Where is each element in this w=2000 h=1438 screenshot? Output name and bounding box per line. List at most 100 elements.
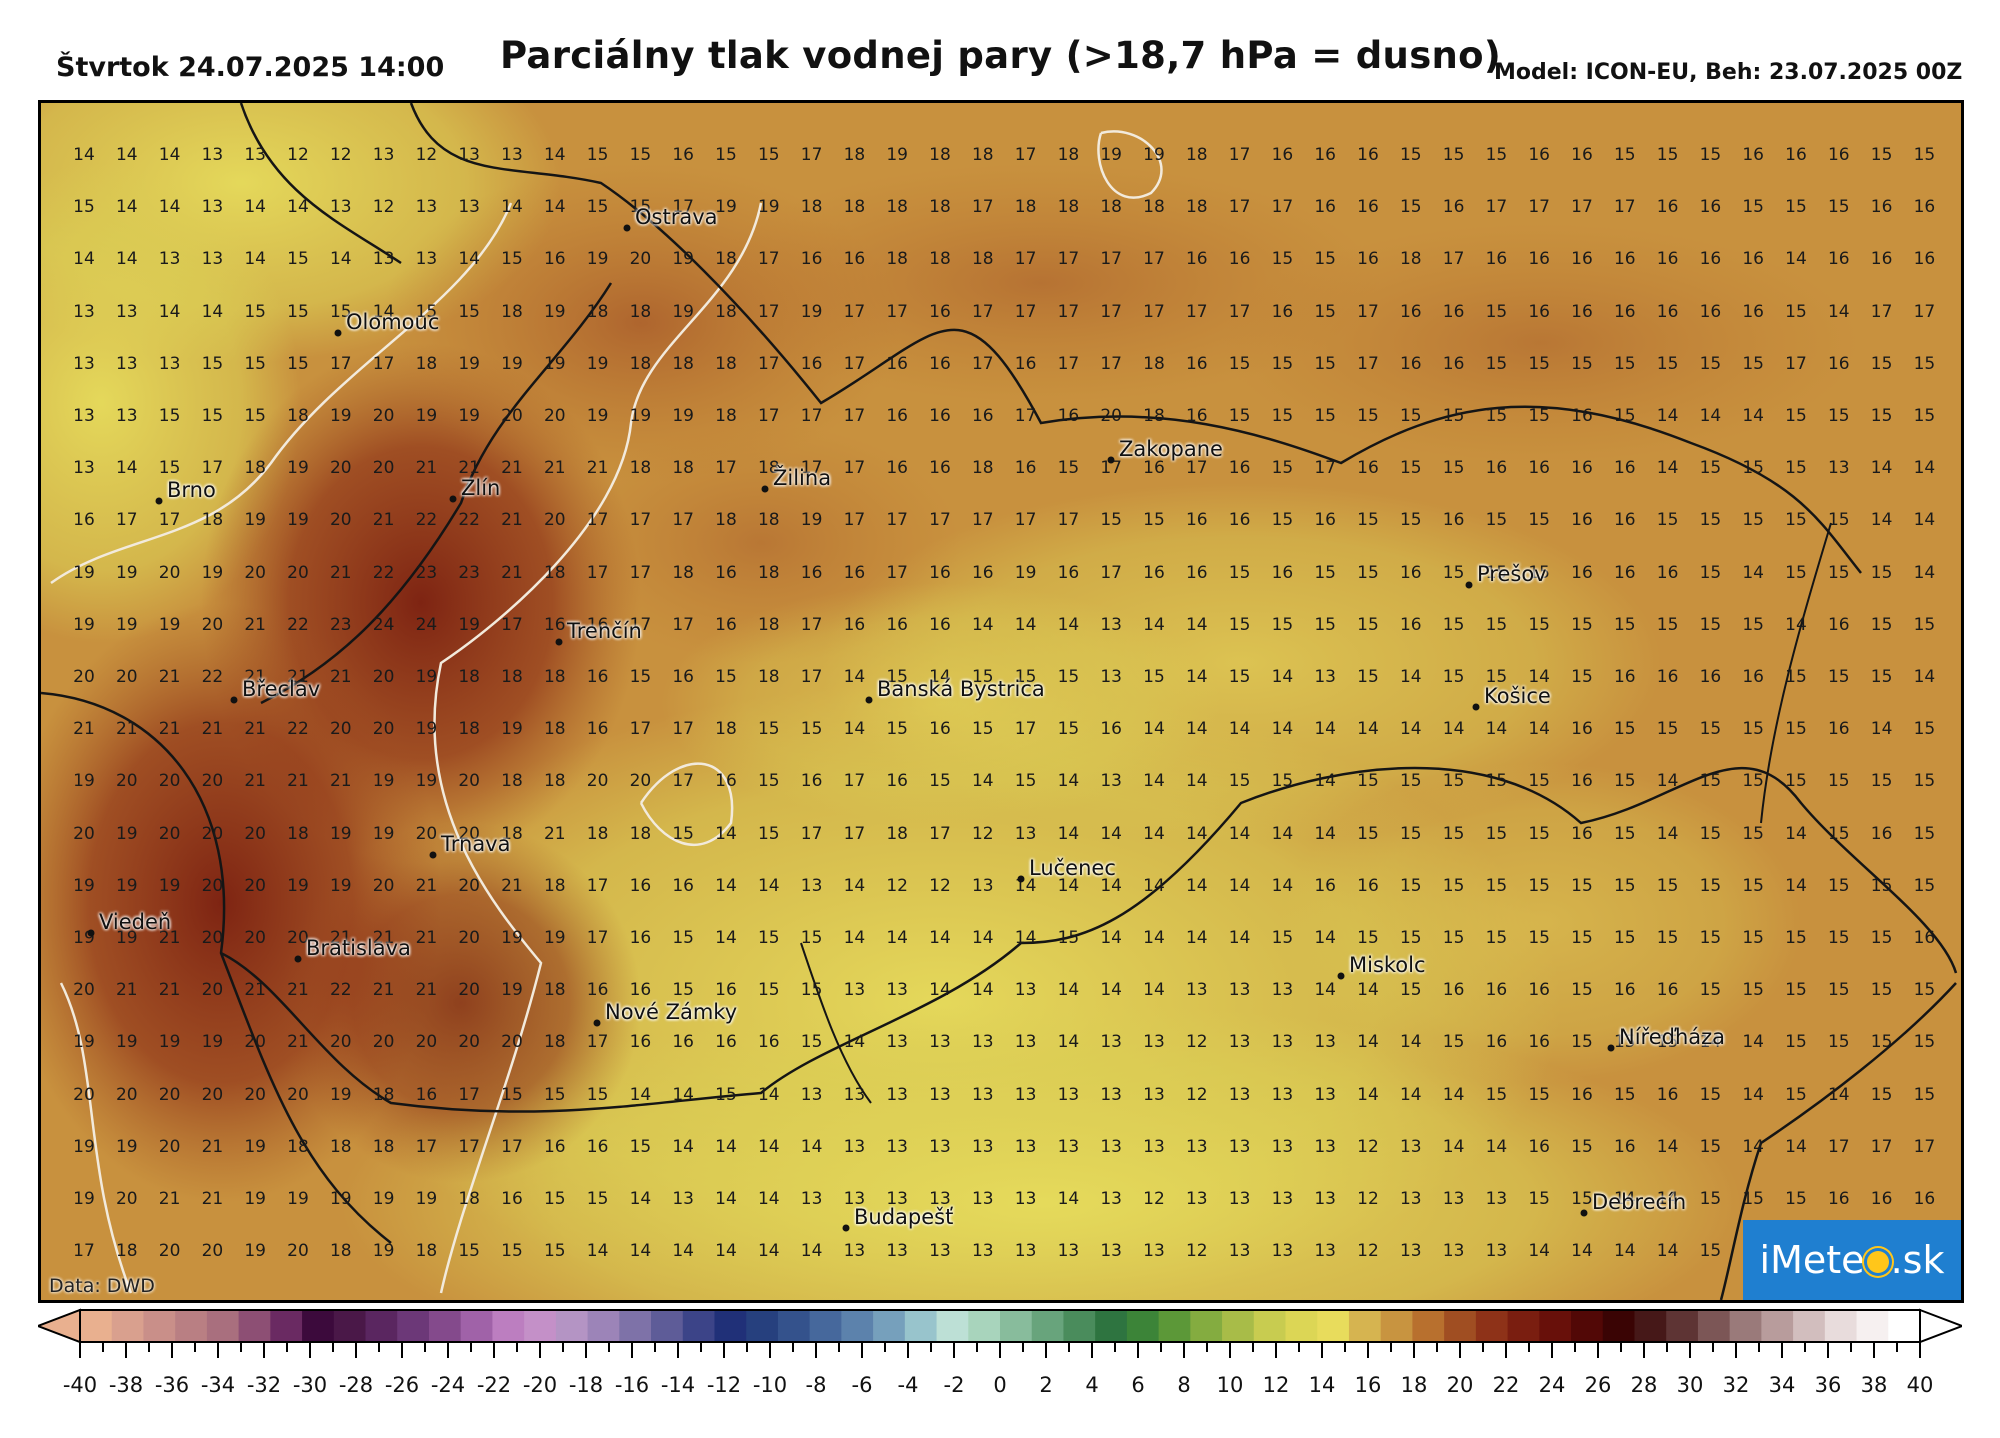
grid-value: 20 (244, 875, 267, 896)
grid-value: 12 (372, 197, 395, 218)
colorbar-segment (619, 1310, 652, 1342)
colorbar-segment (809, 1310, 842, 1342)
grid-value: 18 (886, 197, 909, 218)
colorbar-tick-label: 4 (1085, 1373, 1099, 1397)
weather-map[interactable]: 14 14 14 13 13 12 12 13 12 13 13 14 15 15 16 15 15 17 18 19… (38, 100, 1964, 1303)
grid-value: 20 (501, 406, 523, 426)
grid-value: 17 (1228, 301, 1251, 322)
grid-value: 14 (929, 667, 951, 687)
grid-value: 15 (1528, 614, 1551, 635)
colorbar-extend-low (38, 1308, 81, 1344)
grid-value: 20 (244, 562, 267, 583)
grid-value: 14 (1143, 875, 1165, 896)
city-label-zilina: Žilina (773, 466, 832, 490)
grid-value: 15 (1228, 667, 1251, 687)
grid-value: 20 (458, 875, 481, 896)
grid-value: 15 (1057, 719, 1080, 740)
grid-value: 19 (501, 353, 523, 374)
grid-value: 17 (73, 1241, 95, 1262)
grid-value: 15 (1442, 875, 1465, 896)
grid-value: 17 (1143, 249, 1165, 270)
grid-value: 15 (1442, 667, 1465, 687)
grid-value: 13 (1057, 1241, 1080, 1262)
grid-value: 15 (672, 928, 695, 948)
grid-value: 15 (1699, 1136, 1722, 1157)
grid-value: 15 (886, 719, 909, 740)
grid-value: 17 (1913, 301, 1936, 322)
grid-value: 21 (287, 667, 309, 687)
grid-value: 14 (158, 197, 181, 218)
grid-value: 16 (1399, 353, 1422, 374)
grid-value: 17 (1185, 301, 1208, 322)
grid-value: 22 (458, 510, 481, 531)
grid-value: 14 (158, 145, 181, 165)
grid-value: 18 (672, 562, 695, 583)
grid-value: 15 (1699, 928, 1722, 948)
grid-value: 14 (715, 1241, 737, 1262)
grid-value: 13 (971, 1189, 994, 1209)
grid-value: 16 (1742, 249, 1765, 270)
colorbar-segment (777, 1310, 811, 1342)
grid-value: 15 (1827, 1032, 1850, 1053)
grid-value: 16 (886, 353, 909, 374)
grid-value: 15 (586, 1189, 609, 1209)
grid-value: 21 (458, 458, 481, 479)
grid-value: 13 (1442, 1189, 1465, 1209)
city-label-miskolc: Miskolc (1349, 953, 1426, 977)
grid-value: 14 (672, 1084, 695, 1105)
grid-value: 19 (115, 1032, 138, 1053)
grid-value: 13 (929, 1136, 951, 1157)
grid-value: 15 (1742, 1189, 1765, 1209)
grid-value: 16 (1485, 980, 1508, 1001)
grid-value: 16 (1613, 1136, 1636, 1157)
grid-value: 18 (458, 719, 481, 740)
grid-value: 16 (971, 406, 994, 426)
imeteo-logo[interactable]: iMete .sk (1743, 1220, 1961, 1300)
grid-value: 18 (415, 1241, 438, 1262)
grid-value: 15 (1357, 406, 1379, 426)
grid-value: 13 (1057, 1084, 1080, 1105)
grid-value: 22 (372, 562, 395, 583)
colorbar-segment (1063, 1310, 1096, 1342)
colorbar-tick-label: -28 (338, 1373, 374, 1397)
grid-value: 15 (1442, 928, 1465, 948)
grid-value: 19 (586, 353, 609, 374)
grid-value: 18 (543, 980, 566, 1001)
grid-value: 20 (329, 719, 352, 740)
grid-value: 15 (1827, 406, 1850, 426)
colorbar-segment (270, 1310, 303, 1342)
city-marker (623, 224, 631, 232)
grid-value: 13 (158, 353, 181, 374)
grid-value: 15 (1485, 1084, 1508, 1105)
grid-value: 16 (629, 928, 652, 948)
grid-value: 14 (1656, 823, 1679, 844)
grid-value: 15 (1870, 145, 1893, 165)
city-label-breclav: Břeclav (242, 677, 321, 701)
grid-value: 15 (1699, 1189, 1722, 1209)
grid-value: 17 (800, 145, 823, 165)
grid-value: 14 (1827, 301, 1850, 322)
grid-value: 20 (372, 875, 395, 896)
grid-value: 17 (757, 301, 780, 322)
colorbar-tick-label: 26 (1584, 1373, 1612, 1397)
grid-value: 14 (1185, 667, 1208, 687)
colorbar-segment (555, 1310, 589, 1342)
grid-value: 20 (372, 667, 395, 687)
grid-value: 13 (1014, 1189, 1037, 1209)
colorbar-segment (1475, 1310, 1509, 1342)
grid-value: 15 (1785, 1084, 1807, 1105)
grid-value: 14 (1613, 1189, 1636, 1209)
grid-value: 24 (372, 614, 395, 635)
grid-value: 21 (244, 771, 267, 792)
grid-value: 19 (329, 406, 352, 426)
grid-value: 13 (672, 1189, 695, 1209)
colorbar-segment (302, 1310, 335, 1342)
grid-value: 16 (1057, 562, 1080, 583)
grid-value: 12 (1357, 1241, 1379, 1262)
grid-value: 15 (1613, 823, 1636, 844)
grid-value: 15 (1699, 562, 1722, 583)
grid-value: 20 (372, 406, 395, 426)
grid-value: 14 (1742, 562, 1765, 583)
grid-value: 15 (800, 1032, 823, 1053)
grid-value: 14 (1357, 719, 1379, 740)
